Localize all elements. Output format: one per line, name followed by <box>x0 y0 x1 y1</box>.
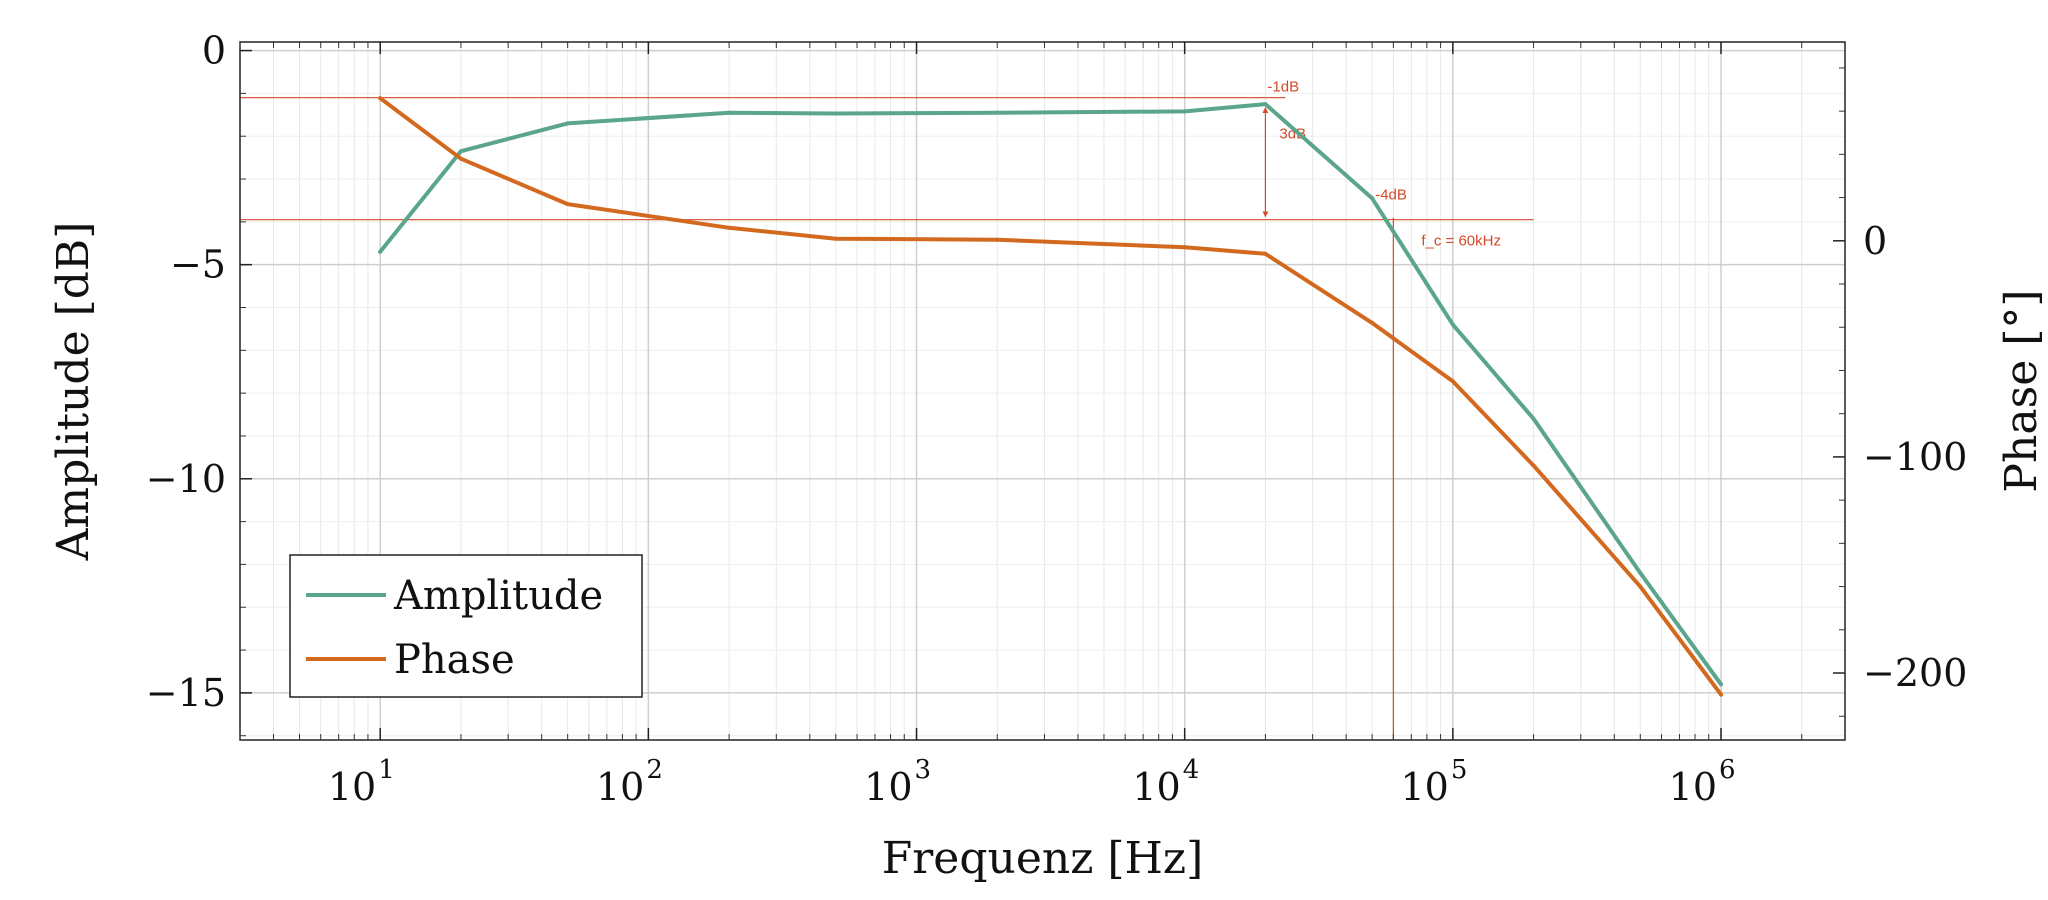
data-point-amplitude <box>565 121 570 126</box>
x-tick-exponent: 5 <box>1451 755 1468 785</box>
y-tick-label: −15 <box>146 671 226 715</box>
annotations: -1dB 3dB -4dB f_c = 60kHz <box>240 79 1534 740</box>
cutoff-label: f_c = 60kHz <box>1421 233 1501 250</box>
data-point-amplitude <box>1638 570 1643 575</box>
plot-frame <box>239 41 1846 741</box>
data-point-amplitude <box>1182 109 1187 114</box>
x-tick-exponent: 6 <box>1719 755 1736 785</box>
y-axis-title: Amplitude [dB] <box>48 222 99 562</box>
data-point-amplitude <box>1263 102 1268 107</box>
x-tick-label: 10 <box>1400 765 1448 809</box>
data-point-phase <box>1450 379 1455 384</box>
y-tick-label: 0 <box>202 29 226 73</box>
x-tick-label: 10 <box>328 765 376 809</box>
data-point-phase <box>565 202 570 207</box>
series <box>378 96 1724 697</box>
data-point-amplitude <box>1370 196 1375 201</box>
x-tick-label: 10 <box>864 765 912 809</box>
minus4db-label: -4dB <box>1375 187 1407 204</box>
grid <box>239 42 1845 740</box>
y2-tick-label: 0 <box>1863 219 1887 263</box>
data-point-amplitude <box>1531 416 1536 421</box>
x-tick-label: 10 <box>596 765 644 809</box>
span-label: 3dB <box>1279 126 1306 143</box>
legend: Amplitude Phase <box>289 554 643 698</box>
x-axis-title: Frequenz [Hz] <box>882 833 1204 884</box>
data-point-amplitude <box>458 149 463 154</box>
y2-tick-label: −200 <box>1863 651 1967 695</box>
data-point-amplitude <box>727 110 732 115</box>
x-tick-exponent: 3 <box>915 755 932 785</box>
data-point-phase <box>833 236 838 241</box>
y2-tick-label: −100 <box>1863 435 1967 479</box>
data-point-phase <box>1370 320 1375 325</box>
y-tick-label: −10 <box>146 457 226 501</box>
data-point-phase <box>1638 584 1643 589</box>
data-point-phase <box>1182 245 1187 250</box>
x-tick-exponent: 4 <box>1183 755 1200 785</box>
data-point-amplitude <box>833 111 838 116</box>
data-point-phase <box>1263 251 1268 256</box>
data-point-phase <box>1531 463 1536 468</box>
legend-label-amplitude: Amplitude <box>393 573 603 619</box>
data-point-phase <box>378 96 383 101</box>
data-point-amplitude <box>995 110 1000 115</box>
data-point-phase <box>1719 692 1724 697</box>
data-point-amplitude <box>1450 322 1455 327</box>
x-tick-exponent: 1 <box>378 755 395 785</box>
data-point-phase <box>727 225 732 230</box>
data-point-phase <box>995 237 1000 242</box>
ticks: 10 1 10 2 10 3 10 4 10 5 10 60−5−10−150−100−200 <box>146 29 1968 809</box>
x-tick-label: 10 <box>1669 765 1717 809</box>
legend-box <box>289 554 643 698</box>
x-tick-label: 10 <box>1132 765 1180 809</box>
data-point-amplitude <box>378 249 383 254</box>
legend-label-phase: Phase <box>394 637 515 683</box>
data-point-phase <box>458 156 463 161</box>
minus1db-label: -1dB <box>1267 79 1299 96</box>
y-tick-label: −5 <box>170 243 226 287</box>
y2-axis-title: Phase [°] <box>1996 289 2047 492</box>
x-tick-exponent: 2 <box>646 755 663 785</box>
data-point-amplitude <box>1719 682 1724 687</box>
